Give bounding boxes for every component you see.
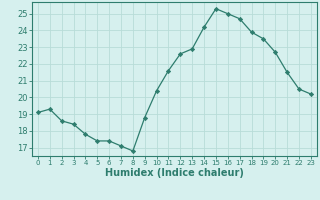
X-axis label: Humidex (Indice chaleur): Humidex (Indice chaleur) — [105, 168, 244, 178]
